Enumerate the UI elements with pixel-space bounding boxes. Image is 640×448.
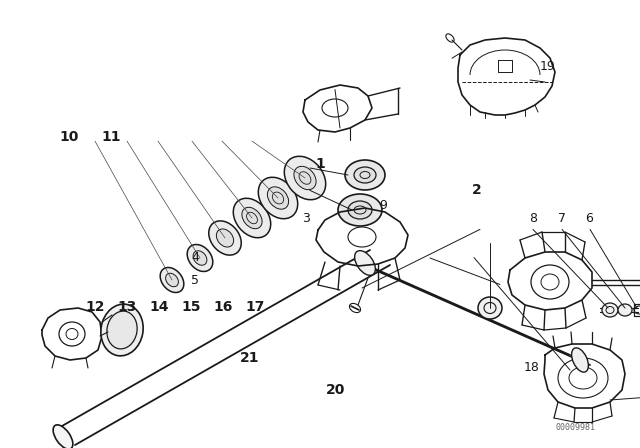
Ellipse shape (53, 425, 73, 448)
Ellipse shape (166, 273, 179, 287)
Ellipse shape (572, 348, 588, 372)
Ellipse shape (338, 194, 382, 226)
Ellipse shape (101, 304, 143, 356)
Ellipse shape (602, 303, 618, 317)
Ellipse shape (348, 201, 372, 219)
Text: 4: 4 (191, 251, 199, 264)
Ellipse shape (107, 311, 137, 349)
Text: 19: 19 (540, 60, 555, 73)
Ellipse shape (242, 207, 262, 228)
Ellipse shape (284, 156, 326, 200)
Text: 5: 5 (191, 273, 199, 287)
Ellipse shape (294, 166, 316, 190)
Ellipse shape (478, 297, 502, 319)
Text: 17: 17 (245, 300, 264, 314)
Ellipse shape (618, 304, 632, 316)
Text: 20: 20 (326, 383, 346, 397)
Text: 10: 10 (60, 129, 79, 144)
Ellipse shape (187, 245, 213, 271)
Ellipse shape (160, 267, 184, 293)
Text: 2: 2 (472, 183, 482, 198)
Text: 11: 11 (101, 129, 120, 144)
Text: 3: 3 (302, 212, 310, 225)
Text: 18: 18 (524, 361, 539, 374)
Ellipse shape (193, 251, 207, 265)
Text: 13: 13 (117, 300, 136, 314)
Text: 8: 8 (529, 212, 537, 225)
Text: 1: 1 (315, 156, 325, 171)
Ellipse shape (354, 167, 376, 183)
Ellipse shape (209, 221, 241, 255)
Text: 6: 6 (585, 212, 593, 225)
Text: 14: 14 (149, 300, 168, 314)
Ellipse shape (216, 229, 234, 247)
Text: 15: 15 (181, 300, 200, 314)
Text: 9: 9 (379, 198, 387, 212)
Ellipse shape (345, 160, 385, 190)
Text: 16: 16 (213, 300, 232, 314)
Text: 7: 7 (558, 212, 566, 225)
Text: 00009981: 00009981 (556, 423, 595, 432)
Ellipse shape (234, 198, 271, 238)
Text: 12: 12 (85, 300, 104, 314)
Ellipse shape (259, 177, 298, 219)
Text: 21: 21 (240, 351, 259, 366)
Ellipse shape (355, 250, 376, 276)
Ellipse shape (268, 187, 289, 209)
